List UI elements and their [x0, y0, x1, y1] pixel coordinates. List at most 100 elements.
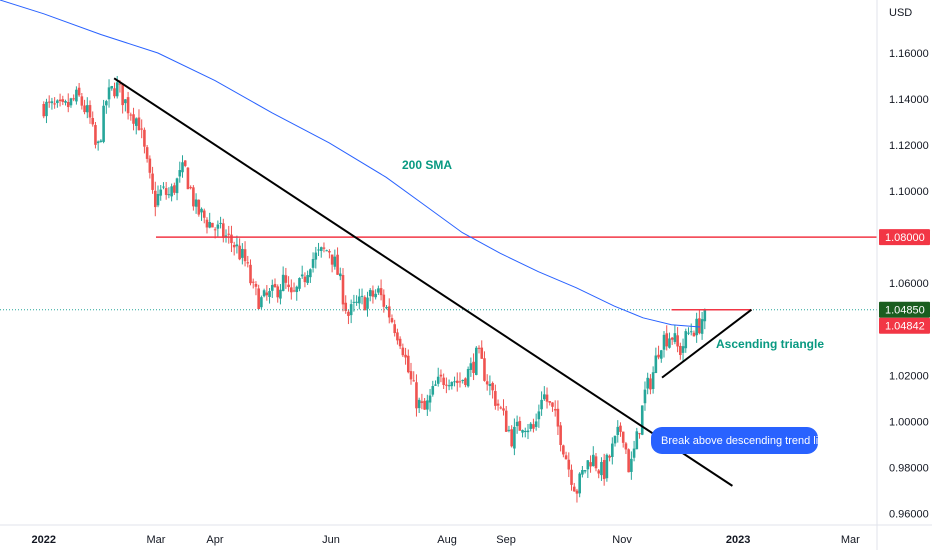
candle-body [385, 307, 388, 309]
candle-body [551, 402, 554, 407]
candle-body [382, 294, 386, 307]
candle-body [483, 358, 486, 381]
time-tick-label: Sep [496, 534, 516, 546]
candle-body [309, 269, 312, 278]
candle-body [284, 275, 288, 283]
time-tick-label: Apr [206, 534, 223, 546]
candle-body [504, 410, 508, 432]
price-tick-label: 1.12000 [889, 140, 929, 152]
candle-body [235, 244, 239, 247]
candle-body [77, 87, 81, 96]
candle-body [526, 430, 530, 433]
candle-body [640, 405, 644, 435]
candle-body [611, 443, 614, 457]
candle-body [613, 435, 617, 444]
candle-body [192, 187, 195, 207]
candle-body [529, 423, 533, 429]
candle-body [393, 324, 396, 334]
candle-body [88, 105, 92, 118]
candle-body [126, 97, 130, 114]
candle-body [186, 167, 190, 190]
candle-body [379, 288, 383, 296]
candle-body [358, 296, 361, 304]
candle-body [113, 88, 116, 97]
candle-body [396, 332, 399, 341]
candle-body [390, 318, 394, 323]
time-tick-label: Mar [841, 534, 860, 546]
candle-body [643, 389, 647, 404]
candle-body [543, 394, 546, 400]
candle-body [338, 273, 342, 277]
candle-body [657, 354, 660, 358]
candle-body [292, 290, 296, 292]
candle-body [83, 105, 86, 113]
candle-body [322, 247, 326, 249]
candle-body [431, 386, 435, 395]
candle-body [502, 408, 505, 411]
candle-body [194, 199, 198, 207]
candle-body [352, 301, 356, 303]
candle-body [687, 332, 690, 334]
candle-body [494, 391, 497, 406]
candle-body [205, 219, 209, 228]
candle-body [153, 190, 157, 208]
candle-body [480, 347, 484, 359]
candle-body [148, 158, 152, 173]
candle-body [211, 222, 214, 228]
candle-body [559, 425, 562, 445]
candle-body [181, 162, 184, 173]
candle-body [600, 461, 603, 476]
candle-body [197, 199, 201, 215]
time-tick-label: Nov [612, 534, 632, 546]
candle-body [72, 98, 75, 100]
candle-body [676, 335, 679, 347]
candle-body [238, 245, 241, 260]
candle-body [208, 222, 212, 228]
candle-body [129, 114, 133, 116]
candle-body [232, 245, 236, 248]
candle-body [447, 385, 451, 387]
descending-trend-line [113, 77, 733, 487]
candle-body [698, 318, 701, 334]
candle-body [475, 347, 478, 375]
candle-body [485, 381, 489, 385]
candle-body [257, 288, 260, 310]
candle-body [415, 382, 418, 409]
candle-body [99, 140, 103, 142]
candle-body [616, 426, 620, 435]
candle-body [597, 470, 601, 474]
candle-body [325, 250, 328, 252]
candle-body [426, 400, 429, 410]
candle-body [45, 101, 48, 117]
candle-body [173, 185, 176, 193]
callout-box [651, 427, 818, 454]
candle-body [564, 455, 568, 460]
candle-body [317, 249, 320, 251]
candle-body [222, 223, 225, 238]
candle-body [466, 369, 470, 387]
candle-body [355, 301, 358, 303]
price-tick-label: 1.02000 [889, 370, 929, 382]
candle-body [632, 448, 636, 458]
candle-body [107, 87, 111, 100]
candle-body [570, 469, 573, 485]
candle-body [523, 430, 527, 432]
candle-body [630, 458, 633, 472]
candle-body [80, 96, 84, 106]
candle-body [428, 395, 432, 403]
candle-body [300, 274, 304, 277]
candle-body [344, 302, 348, 311]
time-tick-label: 2022 [32, 534, 56, 546]
candle-body [69, 98, 73, 106]
candle-body [94, 125, 97, 145]
candle-body [347, 311, 350, 316]
candle-body [521, 430, 524, 433]
candle-body [638, 433, 641, 435]
candle-body [200, 208, 203, 213]
candle-body [61, 99, 65, 102]
candle-body [662, 334, 666, 350]
candle-body [627, 449, 630, 473]
candle-body [659, 350, 663, 359]
candle-body [145, 147, 149, 159]
